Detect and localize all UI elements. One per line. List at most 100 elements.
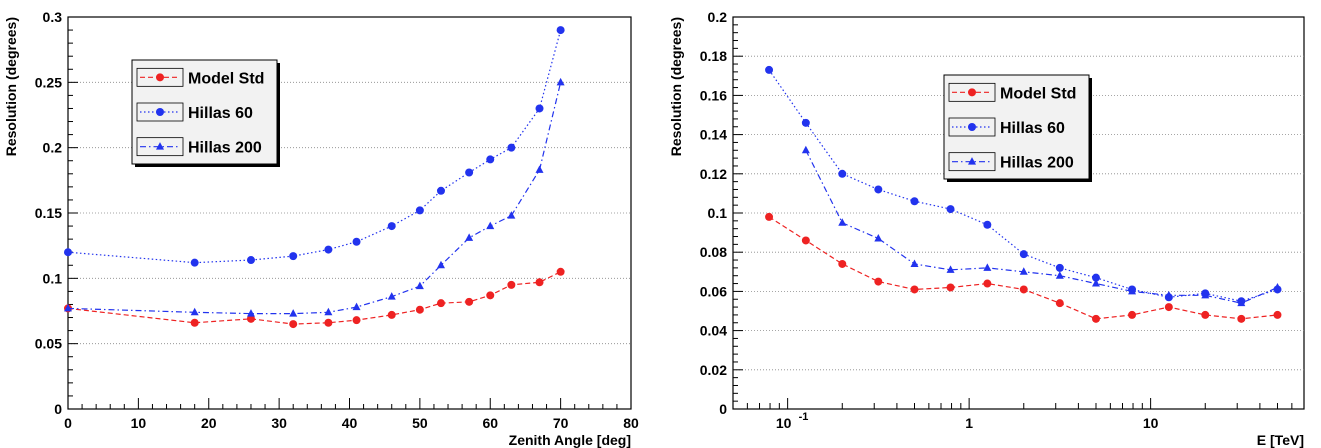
data-point xyxy=(1273,310,1282,319)
legend-swatch-frame xyxy=(136,67,184,87)
series-hillas-200 xyxy=(64,77,565,317)
y-tick-label: 0.1 xyxy=(43,270,63,286)
data-point xyxy=(1201,290,1210,299)
data-point xyxy=(1128,286,1137,295)
data-point xyxy=(486,221,495,230)
data-point xyxy=(765,212,774,221)
legend-swatch-frame xyxy=(948,82,996,102)
legend-marker xyxy=(968,123,976,131)
x-tick-label: 10 xyxy=(776,415,792,431)
x-tick-label: 50 xyxy=(412,415,428,431)
data-point xyxy=(1237,298,1246,307)
y-tick-label: 0.12 xyxy=(700,166,727,182)
data-point xyxy=(507,280,516,289)
data-point xyxy=(465,297,474,306)
series-line xyxy=(67,29,562,264)
data-point xyxy=(246,309,255,317)
data-point xyxy=(507,211,516,219)
data-point xyxy=(910,285,919,294)
energy-resolution-chart: 0 0.02 0.04 0.06 0.08 0.1 0.12 0.14 0.16 0.18 0.2 1… xyxy=(668,9,1305,448)
data-point xyxy=(64,248,72,257)
data-point xyxy=(838,218,847,226)
data-point xyxy=(352,237,361,246)
data-point xyxy=(1019,267,1028,275)
series-hillas-60 xyxy=(64,26,565,267)
data-point xyxy=(1164,290,1173,299)
data-point xyxy=(352,316,361,325)
data-point xyxy=(465,233,474,241)
y-tick-label: 0.1 xyxy=(708,205,728,221)
data-point xyxy=(324,245,333,254)
y-tick-label: 0.2 xyxy=(708,9,728,25)
data-point xyxy=(1237,314,1246,323)
data-point xyxy=(1273,282,1282,291)
x-tick-label: 1 xyxy=(965,415,973,431)
legend-label: Hillas 200 xyxy=(188,140,262,157)
data-point xyxy=(486,155,495,164)
x-tick-label: 70 xyxy=(553,415,569,431)
data-point xyxy=(507,143,516,152)
data-point xyxy=(838,259,847,268)
series-line xyxy=(67,271,561,325)
y-tick-label: 0.2 xyxy=(43,140,63,156)
y-tick-label: 0.05 xyxy=(35,336,62,352)
y-tick-label: 0.18 xyxy=(700,48,727,64)
x-tick-label: 10 xyxy=(131,415,147,431)
data-point xyxy=(1091,279,1100,287)
legend-label: Model Std xyxy=(1000,85,1076,102)
data-point xyxy=(910,197,919,206)
y-tick-label: 0.25 xyxy=(35,74,62,90)
data-point xyxy=(289,320,298,329)
y-tick-label: 0.02 xyxy=(700,362,727,378)
data-point xyxy=(436,260,445,269)
x-axis-title: E [TeV] xyxy=(1257,432,1304,448)
series-hillas-200 xyxy=(801,145,1282,307)
data-point xyxy=(190,307,199,316)
y-axis-title: Resolution (degrees) xyxy=(668,17,684,156)
legend-marker xyxy=(156,108,164,116)
series-model-std xyxy=(765,212,1282,323)
y-tick-label: 0.14 xyxy=(700,127,727,143)
data-point xyxy=(535,165,544,173)
y-tick-label: 0.08 xyxy=(700,244,727,260)
legend: Model Std Hillas 60 Hillas 200 xyxy=(943,74,1092,182)
legend-label: Hillas 200 xyxy=(1000,155,1074,172)
y-tick-label: 0 xyxy=(54,401,62,417)
x-tick-label: 80 xyxy=(623,415,639,431)
data-point xyxy=(801,145,810,154)
data-point xyxy=(387,292,396,300)
y-tick-label: 0.15 xyxy=(35,205,62,221)
data-point xyxy=(801,236,810,245)
data-point xyxy=(415,281,424,290)
x-tick-label: 30 xyxy=(271,415,287,431)
data-point xyxy=(1055,271,1064,279)
data-point xyxy=(1164,303,1173,312)
data-point xyxy=(1128,310,1137,319)
data-point xyxy=(1019,250,1028,259)
data-point xyxy=(436,186,445,195)
x-tick-label: 0 xyxy=(64,415,72,431)
data-point xyxy=(874,277,883,286)
data-point xyxy=(415,305,424,314)
legend-marker xyxy=(156,73,164,82)
data-point xyxy=(415,206,424,215)
data-point xyxy=(190,258,199,267)
data-point xyxy=(556,267,565,276)
legend-marker xyxy=(156,142,164,150)
data-point xyxy=(838,169,847,178)
legend-swatch-frame xyxy=(136,102,184,122)
data-point xyxy=(765,65,774,74)
data-point xyxy=(1019,285,1028,294)
legend-label: Model Std xyxy=(188,70,264,87)
data-point xyxy=(874,233,883,242)
data-point xyxy=(465,168,474,177)
legend: Model Std Hillas 60 Hillas 200 xyxy=(131,59,280,167)
data-point xyxy=(387,222,396,231)
data-point xyxy=(352,302,361,311)
legend-marker xyxy=(968,157,976,165)
data-point xyxy=(983,263,992,271)
data-point xyxy=(946,205,955,214)
data-point xyxy=(801,118,810,127)
y-axis-title: Resolution (degrees) xyxy=(3,17,19,156)
